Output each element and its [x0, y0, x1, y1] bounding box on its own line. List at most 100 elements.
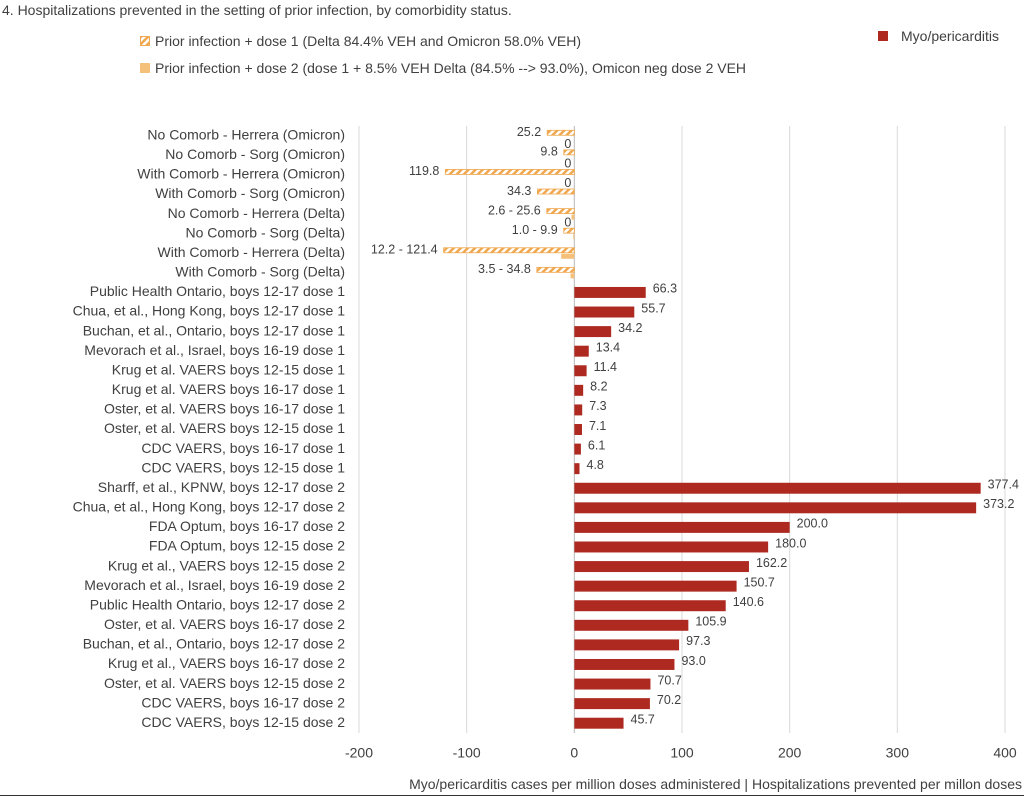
- data-label-myo: 66.3: [653, 282, 677, 296]
- x-tick-label: 0: [570, 745, 578, 761]
- category-label: Krug et al. VAERS boys 12-15 dose 1: [112, 361, 345, 377]
- data-label-myo: 6.1: [588, 438, 605, 452]
- category-label: Oster, et al. VAERS boys 12-15 dose 1: [104, 420, 345, 436]
- data-label-dose1: 9.8: [540, 145, 557, 159]
- category-label: Oster, et al. VAERS boys 16-17 dose 2: [104, 616, 345, 632]
- category-label: Public Health Ontario, boys 12-17 dose 2: [90, 596, 345, 612]
- data-label-dose1: 2.6 - 25.6: [488, 203, 541, 217]
- data-label-myo: 45.7: [631, 713, 655, 727]
- bar-myo: [574, 482, 981, 494]
- data-label-myo: 7.1: [589, 419, 606, 433]
- bar-myo: [574, 345, 589, 357]
- bar-myo: [574, 619, 689, 631]
- bar-myo: [574, 639, 680, 651]
- category-label: Krug et al., VAERS boys 12-15 dose 2: [108, 557, 345, 573]
- bar-myo: [574, 424, 582, 435]
- data-label-myo: 13.4: [596, 340, 620, 354]
- bar-myo: [574, 384, 584, 396]
- category-label: No Comorb - Herrera (Delta): [168, 205, 345, 221]
- legend-label-dose2: Prior infection + dose 2 (dose 1 + 8.5% …: [155, 60, 747, 76]
- data-label-dose1: 34.3: [507, 184, 531, 198]
- bar-dose2: [570, 273, 575, 279]
- category-label: No Comorb - Sorg (Delta): [186, 224, 346, 240]
- data-label-myo: 93.0: [681, 654, 705, 668]
- legend-label-dose1: Prior infection + dose 1 (Delta 84.4% VE…: [155, 33, 582, 49]
- x-tick-label: 100: [670, 745, 694, 761]
- category-label: With Comorb - Sorg (Omicron): [155, 185, 345, 201]
- category-label: CDC VAERS, boys 12-15 dose 2: [141, 714, 345, 730]
- bar-myo: [574, 463, 580, 475]
- category-label: Oster, et al. VAERS boys 12-15 dose 2: [104, 675, 345, 691]
- category-label: Buchan, et al., Ontario, boys 12-17 dose…: [83, 636, 345, 652]
- category-label: Oster, et al. VAERS boys 16-17 dose 1: [104, 401, 345, 417]
- bar-dose1: [444, 169, 575, 175]
- category-label: Krug et al. VAERS boys 16-17 dose 1: [112, 381, 345, 397]
- category-label: With Comorb - Herrera (Delta): [158, 244, 345, 260]
- bar-dose1: [536, 266, 575, 273]
- x-tick-label: 400: [993, 745, 1017, 761]
- legend-item-myo: Myo/pericarditis: [878, 28, 999, 44]
- bar-myo: [574, 326, 612, 338]
- data-label-dose2: 0: [564, 157, 571, 171]
- bar-dose1: [546, 129, 575, 136]
- data-label-myo: 140.6: [733, 595, 764, 609]
- chart-title: 4. Hospitalizations prevented in the set…: [2, 2, 512, 18]
- bar-myo: [574, 286, 646, 298]
- data-label-myo: 11.4: [594, 360, 617, 374]
- gridlines: [358, 126, 1006, 733]
- legend-item-dose1: Prior infection + dose 1 (Delta 84.4% VE…: [140, 33, 581, 49]
- data-label-myo: 4.8: [587, 458, 604, 472]
- legend-swatch-dose1: [140, 36, 150, 46]
- bars: [443, 129, 981, 729]
- bar-dose1: [563, 227, 575, 234]
- bar-dose1: [537, 188, 575, 195]
- data-label-myo: 373.2: [983, 497, 1014, 511]
- data-label-dose2: 0: [564, 176, 571, 190]
- category-label: CDC VAERS, boys 16-17 dose 2: [141, 694, 345, 710]
- data-label-myo: 34.2: [618, 321, 642, 335]
- category-label: CDC VAERS, boys 16-17 dose 1: [141, 440, 345, 456]
- legend-label-myo: Myo/pericarditis: [901, 28, 1000, 44]
- category-label: Public Health Ontario, boys 12-17 dose 1: [90, 283, 345, 299]
- bar-myo: [574, 541, 769, 553]
- data-label-myo: 377.4: [988, 478, 1019, 492]
- category-label: Chua, et al., Hong Kong, boys 12-17 dose…: [73, 303, 346, 319]
- x-tick-label: 200: [778, 745, 802, 761]
- data-label-myo: 7.3: [589, 399, 606, 413]
- data-label-dose1: 1.0 - 9.9: [512, 223, 558, 237]
- data-label-myo: 55.7: [641, 301, 665, 315]
- category-label: With Comorb - Sorg (Delta): [175, 264, 345, 280]
- bar-myo: [574, 580, 737, 592]
- bar-myo: [574, 698, 650, 710]
- bar-dose1: [546, 208, 575, 215]
- category-label: Sharff, et al., KPNW, boys 12-17 dose 2: [98, 479, 345, 495]
- bar-myo: [574, 658, 675, 670]
- bar-dose1: [563, 149, 575, 156]
- bar-myo: [574, 365, 587, 377]
- labels: -200 -100 0 100 200 300 400 No Comorb - Herrera…: [73, 125, 1019, 761]
- bar-dose1: [443, 247, 575, 254]
- data-label-myo: 97.3: [686, 634, 710, 648]
- data-label-myo: 70.2: [657, 693, 681, 707]
- category-label: Chua, et al., Hong Kong, boys 12-17 dose…: [73, 499, 346, 515]
- legend-swatch-myo: [878, 31, 888, 41]
- x-tick-label: -100: [453, 745, 481, 761]
- category-label: Mevorach et al., Israel, boys 16-19 dose…: [84, 342, 345, 358]
- data-label-myo: 105.9: [695, 615, 726, 629]
- data-label-dose1: 119.8: [409, 164, 439, 178]
- bar-myo: [574, 521, 790, 533]
- bar-myo: [574, 404, 583, 416]
- legend-item-dose2: Prior infection + dose 2 (dose 1 + 8.5% …: [140, 60, 746, 76]
- category-label: Buchan, et al., Ontario, boys 12-17 dose…: [83, 322, 345, 338]
- data-label-dose1: 3.5 - 34.8: [478, 262, 531, 276]
- category-label: FDA Optum, boys 16-17 dose 2: [149, 518, 345, 534]
- data-label-myo: 8.2: [590, 380, 607, 394]
- bar-myo: [574, 678, 651, 690]
- bar-dose2: [573, 234, 575, 240]
- category-label: Mevorach et al., Israel, boys 16-19 dose…: [84, 577, 345, 593]
- bar-dose2: [561, 253, 575, 259]
- data-label-myo: 162.2: [756, 556, 787, 570]
- x-tick-label: -200: [345, 745, 373, 761]
- data-label-myo: 150.7: [744, 575, 775, 589]
